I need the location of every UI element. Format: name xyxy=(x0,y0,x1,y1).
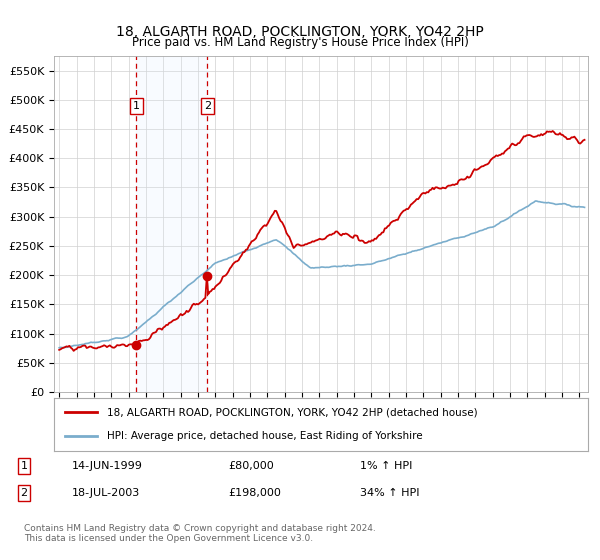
Text: 34% ↑ HPI: 34% ↑ HPI xyxy=(360,488,419,498)
Bar xyxy=(136,56,207,392)
Text: 14-JUN-1999: 14-JUN-1999 xyxy=(72,461,143,471)
Text: 18-JUL-2003: 18-JUL-2003 xyxy=(72,488,140,498)
Text: 18, ALGARTH ROAD, POCKLINGTON, YORK, YO42 2HP: 18, ALGARTH ROAD, POCKLINGTON, YORK, YO4… xyxy=(116,25,484,39)
Text: 2: 2 xyxy=(204,101,211,111)
Text: 18, ALGARTH ROAD, POCKLINGTON, YORK, YO42 2HP (detached house): 18, ALGARTH ROAD, POCKLINGTON, YORK, YO4… xyxy=(107,408,478,418)
Text: £80,000: £80,000 xyxy=(228,461,274,471)
Text: 2: 2 xyxy=(20,488,28,498)
Text: Price paid vs. HM Land Registry's House Price Index (HPI): Price paid vs. HM Land Registry's House … xyxy=(131,36,469,49)
Text: 1% ↑ HPI: 1% ↑ HPI xyxy=(360,461,412,471)
Text: £198,000: £198,000 xyxy=(228,488,281,498)
Text: 1: 1 xyxy=(133,101,140,111)
Text: 1: 1 xyxy=(20,461,28,471)
Text: HPI: Average price, detached house, East Riding of Yorkshire: HPI: Average price, detached house, East… xyxy=(107,431,423,441)
Text: Contains HM Land Registry data © Crown copyright and database right 2024.
This d: Contains HM Land Registry data © Crown c… xyxy=(24,524,376,543)
